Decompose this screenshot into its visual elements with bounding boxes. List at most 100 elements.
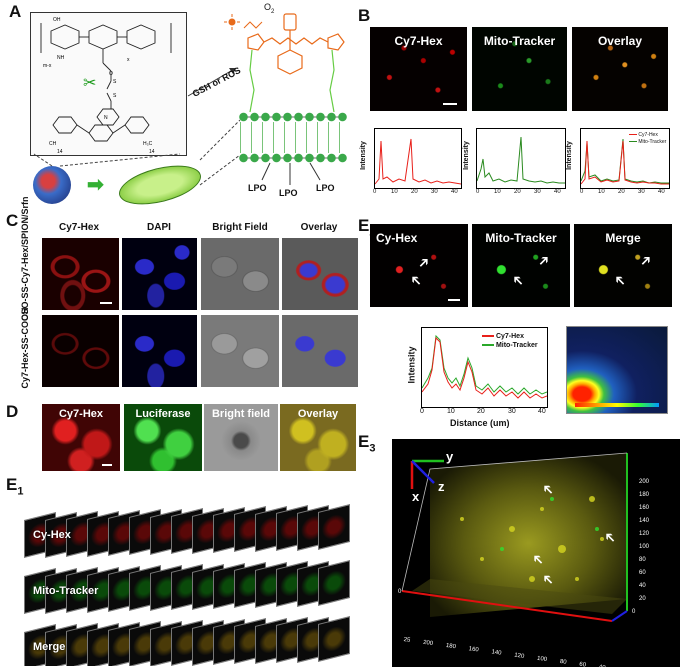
c-r1-dapi bbox=[122, 238, 197, 310]
chem-oh-label: OH bbox=[53, 17, 61, 23]
arrow-icon: ➔ bbox=[609, 271, 630, 291]
e2-xtick-1: 10 bbox=[447, 408, 455, 415]
b-legend-red: Cy7-Hex bbox=[629, 132, 666, 139]
chem-n14b-label: 14 bbox=[149, 149, 155, 155]
chem-n14-label: 14 bbox=[57, 149, 63, 155]
membrane-tails bbox=[240, 122, 346, 153]
lpo-label-1: LPO bbox=[248, 183, 267, 193]
b-plot-red bbox=[374, 128, 462, 189]
membrane-heads-bottom bbox=[238, 153, 348, 163]
e2-image-merge: Merge ➔ ➔ bbox=[574, 224, 672, 307]
b-legend: Cy7-Hex Mito-Tracker bbox=[629, 132, 666, 146]
d-image-bright: Bright field bbox=[204, 404, 278, 471]
panel-label-a: A bbox=[9, 2, 22, 21]
b-plot3-ylabel: Intensity bbox=[565, 141, 573, 170]
e3-btick: 60 bbox=[578, 661, 587, 667]
e2-scatter bbox=[566, 326, 668, 414]
arrow-icon: ➔ bbox=[405, 271, 426, 291]
b-image-mito: Mito-Tracker bbox=[472, 27, 567, 111]
b-image-overlay: Overlay bbox=[572, 27, 668, 111]
e2-image-mito: Mito-Tracker ➔ ➔ bbox=[472, 224, 570, 307]
chem-mx-label: m-x bbox=[43, 63, 52, 69]
d-image-overlay: Overlay bbox=[280, 404, 356, 471]
o2-label: O2 bbox=[264, 2, 275, 15]
panel-label-c: C bbox=[6, 211, 19, 230]
e1-stack-slice bbox=[318, 504, 350, 550]
e1-row-merge bbox=[20, 614, 352, 666]
b-plot1-xtick-3: 30 bbox=[431, 189, 438, 195]
e3-btick: 140 bbox=[491, 649, 502, 657]
d-image-luciferase: Luciferase bbox=[124, 404, 202, 471]
arrow-icon: ➔ bbox=[533, 250, 554, 270]
e3-rtick: 160 bbox=[639, 505, 650, 511]
e1-label-cyhex: Cy-Hex bbox=[33, 529, 71, 541]
b-plot2-xtick-1: 10 bbox=[494, 189, 501, 195]
e3-btick: 25 bbox=[403, 637, 411, 644]
c-r2-overlay bbox=[282, 315, 358, 387]
e3-volume: x y z ➔ ➔ ➔ ➔ 200 180 160 140 120 100 80… bbox=[392, 439, 680, 667]
e3-zero-left: 0 bbox=[398, 589, 402, 595]
chem-x-label: x bbox=[127, 57, 130, 63]
e2-ylabel: Intensity bbox=[406, 346, 417, 384]
nanoparticle-icon bbox=[33, 166, 71, 204]
e2-xlabel: Distance (um) bbox=[450, 418, 510, 428]
e2-xtick-3: 30 bbox=[508, 408, 516, 415]
b-plot-overlay-svg bbox=[580, 138, 669, 185]
cy7-structure bbox=[247, 13, 345, 75]
b-legend-green: Mito-Tracker bbox=[629, 139, 666, 146]
b-plot2-xtick-3: 30 bbox=[534, 189, 541, 195]
c-col-dapi: DAPI bbox=[147, 222, 171, 233]
lpo-label-3: LPO bbox=[316, 183, 335, 193]
c-col-overlay: Overlay bbox=[300, 222, 338, 233]
chemical-structure-box: OH NH m-x x S S N CH H₃C 14 14 O ✂ bbox=[30, 12, 187, 156]
e2-legend: Cy7-Hex Mito-Tracker bbox=[482, 332, 538, 350]
e2-label-merge: Merge bbox=[605, 231, 641, 245]
chem-s2-label: S bbox=[113, 93, 117, 99]
b-plot-red-svg bbox=[374, 138, 462, 185]
c-r1-cy7 bbox=[42, 238, 119, 310]
b-label-cy7: Cy7-Hex bbox=[394, 34, 443, 48]
scale-bar bbox=[443, 103, 457, 105]
e3-rtick: 200 bbox=[639, 479, 650, 485]
arrow-icon: ➔ bbox=[635, 250, 656, 270]
e3-volume-svg bbox=[401, 452, 628, 622]
e1-stack-slice bbox=[318, 560, 350, 606]
e3-rtick: 20 bbox=[639, 596, 646, 602]
b-plot1-xtick-0: 0 bbox=[373, 189, 377, 195]
b-plot2-xtick-2: 20 bbox=[514, 189, 521, 195]
d-label-luciferase: Luciferase bbox=[135, 408, 191, 420]
panel-label-d: D bbox=[6, 402, 19, 421]
chem-o-label: O bbox=[109, 71, 113, 77]
e3-btick: 40 bbox=[598, 664, 605, 667]
c-r2-dapi bbox=[122, 315, 197, 387]
b-label-mito: Mito-Tracker bbox=[483, 34, 556, 48]
e2-xtick-4: 40 bbox=[538, 408, 546, 415]
e1-stack-slice bbox=[318, 616, 350, 662]
b-plot2-ylabel: Intensity bbox=[462, 141, 470, 170]
d-scale-bar bbox=[102, 464, 112, 466]
e3-btick: 80 bbox=[559, 658, 567, 666]
b-image-cy7: Cy7-Hex bbox=[370, 27, 467, 111]
b-plot1-xtick-2: 20 bbox=[411, 189, 418, 195]
e2-legend-red: Cy7-Hex bbox=[482, 332, 538, 341]
e3-rtick: 80 bbox=[639, 557, 646, 563]
d-label-overlay: Overlay bbox=[297, 408, 339, 420]
c-scale-bar bbox=[100, 302, 112, 304]
d-label-cy7: Cy7-Hex bbox=[58, 408, 104, 420]
e2-plot: Cy7-Hex Mito-Tracker bbox=[421, 327, 548, 408]
b-plot-green-svg bbox=[476, 136, 565, 184]
c-r2-cy7 bbox=[42, 315, 119, 387]
panel-label-e3: E3 bbox=[358, 432, 376, 455]
chem-ch2-label: CH bbox=[49, 141, 57, 147]
e3-btick: 160 bbox=[468, 646, 479, 654]
panel-label-b: B bbox=[358, 6, 371, 25]
e3-rtick: 120 bbox=[639, 531, 650, 537]
e2-xtick-2: 20 bbox=[477, 408, 485, 415]
b-plot3-xtick-2: 20 bbox=[618, 189, 625, 195]
c-r2-bright bbox=[201, 315, 279, 387]
e2-plot-svg bbox=[421, 334, 548, 399]
e1-stack bbox=[20, 488, 352, 666]
green-arrow-icon: ➡ bbox=[87, 174, 104, 196]
c-row-2: Cy7-Hex-SS-COOH bbox=[20, 307, 30, 389]
e3-btick: 180 bbox=[445, 642, 457, 651]
